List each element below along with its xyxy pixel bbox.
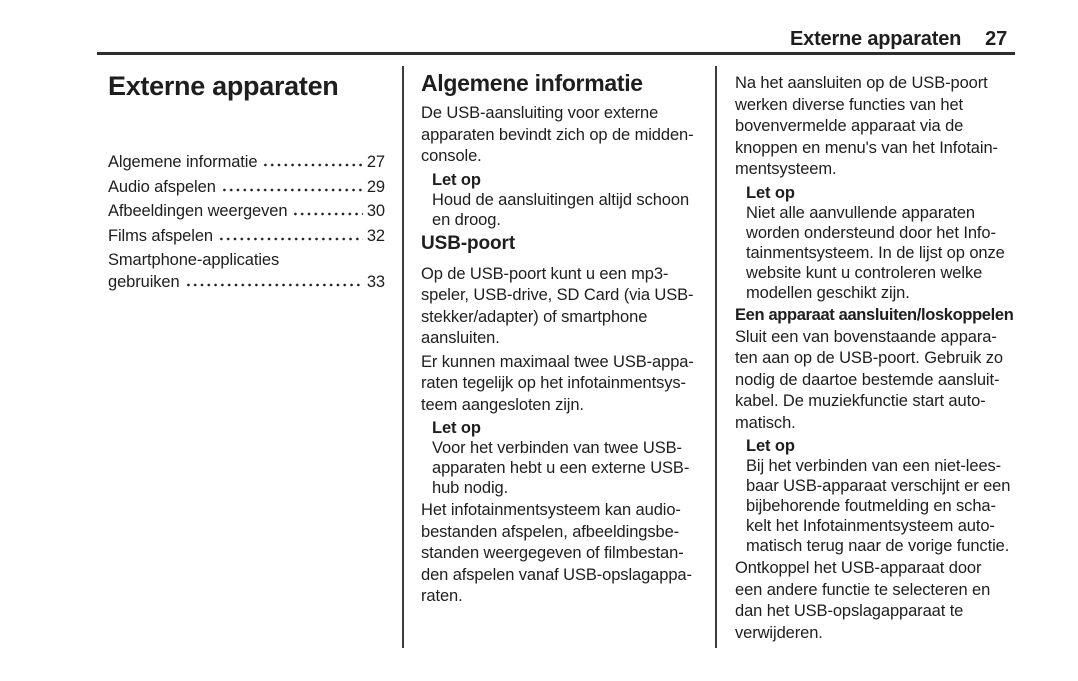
note-body: Voor het verbinden van twee USB- apparat…: [432, 439, 690, 497]
toc-leader-dots: [220, 187, 363, 192]
toc-entry-label: gebruiken: [108, 273, 180, 291]
toc-entry: Smartphone-applicaties gebruiken 33: [108, 249, 385, 293]
column-right: Na het aansluiten op de USB-poort werken…: [735, 73, 1027, 646]
toc-entry-page: 33: [366, 273, 385, 291]
paragraph: Na het aansluiten op de USB-poort werken…: [735, 74, 998, 178]
paragraph: Er kunnen maximaal twee USB-appa- raten …: [421, 352, 694, 414]
note-title: Let op: [746, 183, 795, 202]
paragraph: Ontkoppel het USB-apparaat door een ande…: [735, 559, 991, 642]
running-header-title: Externe apparaten: [790, 28, 962, 50]
note-block: Let op Voor het verbinden van twee USB- …: [421, 418, 709, 498]
toc-entry-page: 30: [366, 202, 385, 220]
toc-entry: Algemene informatie 27: [108, 151, 385, 173]
table-of-contents: Algemene informatie 27 Audio afspelen 29…: [108, 151, 385, 296]
toc-entry-label: Audio afspelen: [108, 177, 216, 196]
toc-entry-label: Algemene informatie: [108, 153, 258, 171]
paragraph: Het infotainmentsysteem kan audio- besta…: [421, 501, 692, 605]
paragraph: Op de USB-poort kunt u een mp3- speler, …: [421, 264, 694, 348]
toc-entry-label-line1: Smartphone-applicaties: [108, 251, 280, 269]
toc-leader-dots: [292, 212, 363, 216]
paragraph: Sluit een van bovenstaande appara- ten a…: [735, 327, 1003, 432]
note-title: Let op: [432, 170, 481, 189]
toc-entry: Films afspelen 32: [108, 225, 385, 247]
toc-entry-page: 32: [366, 226, 385, 245]
note-block: Let op Niet alle aanvullende apparaten w…: [735, 183, 1027, 303]
column-middle: Algemene informatie De USB-aansluiting v…: [421, 70, 709, 610]
toc-leader-dots: [184, 283, 363, 287]
section-heading: Algemene informatie: [421, 70, 643, 96]
subsection-heading: USB-poort: [421, 232, 516, 254]
page-number: 27: [985, 28, 1007, 50]
note-block: Let op Houd de aansluitingen altijd scho…: [421, 170, 709, 230]
note-block: Let op Bij het verbinden van een niet-le…: [735, 436, 1027, 556]
toc-entry-label: Films afspelen: [108, 226, 213, 245]
subsection-heading: Een apparaat aansluiten/loskoppelen: [735, 305, 1014, 324]
toc-leader-dots: [262, 163, 363, 167]
header-rule: [97, 52, 1015, 55]
column-divider-right: [715, 66, 717, 648]
note-body: Houd de aansluitingen altijd schoon en d…: [432, 190, 690, 229]
toc-entry-label: Afbeeldingen weergeven: [108, 202, 288, 220]
chapter-title: Externe apparaten: [108, 71, 339, 101]
note-title: Let op: [746, 437, 795, 455]
toc-leader-dots: [217, 236, 363, 241]
column-divider-left: [402, 66, 404, 648]
paragraph: De USB-aansluiting voor externe apparate…: [421, 104, 694, 165]
toc-entry-page: 27: [366, 153, 385, 171]
toc-entry: Audio afspelen 29: [108, 176, 385, 198]
note-body: Bij het verbinden van een niet-lees- baa…: [746, 457, 1011, 555]
note-title: Let op: [432, 419, 481, 437]
toc-entry: Afbeeldingen weergeven 30: [108, 200, 385, 222]
note-body: Niet alle aanvullende apparaten worden o…: [746, 203, 1005, 302]
running-header: Externe apparaten 27: [790, 28, 1007, 51]
toc-entry-page: 29: [366, 177, 385, 196]
